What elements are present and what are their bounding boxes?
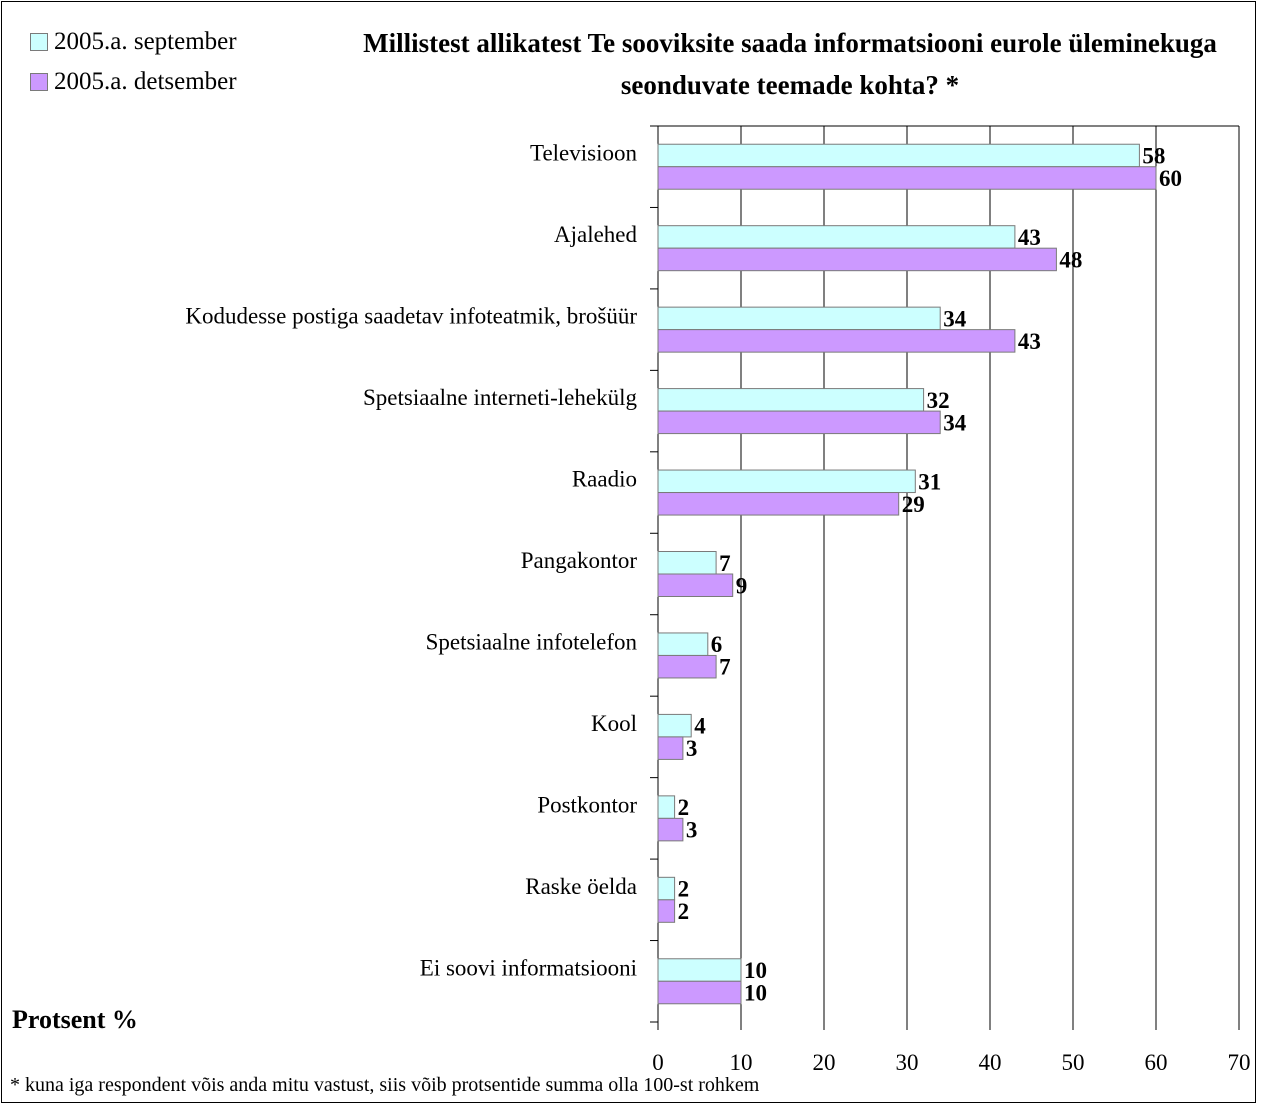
legend-label-detsember: 2005.a. detsember: [54, 68, 237, 95]
bar-detsember: [657, 166, 1157, 190]
footnote: * kuna iga respondent võis anda mitu vas…: [10, 1074, 760, 1096]
category-label: Ajalehed: [554, 222, 638, 247]
x-tick-label: 0: [652, 1050, 664, 1075]
data-label-detsember: 3: [686, 818, 698, 843]
data-label-detsember: 2: [678, 899, 690, 924]
data-label-september: 2: [678, 795, 690, 820]
bar-detsember: [657, 980, 742, 1005]
bar-detsember: [657, 247, 1057, 272]
bar-september: [657, 469, 916, 494]
data-label-september: 10: [744, 958, 767, 983]
category-label: Kodudesse postiga saadetav infoteatmik, …: [185, 304, 637, 329]
x-tick-label: 30: [896, 1050, 919, 1075]
bar-detsember: [657, 654, 717, 679]
data-label-september: 31: [918, 469, 941, 494]
data-label-detsember: 9: [736, 573, 748, 598]
bar-september: [657, 388, 925, 412]
category-label: Raadio: [572, 467, 637, 492]
axis-label: Protsent %: [12, 1005, 138, 1034]
bar-detsember: [657, 410, 941, 435]
data-label-detsember: 29: [902, 492, 925, 517]
bar-september: [657, 306, 941, 331]
legend-item-detsember: 2005.a. detsember: [30, 62, 237, 102]
category-label: Kool: [591, 711, 637, 736]
legend-swatch-detsember: [30, 73, 48, 91]
data-label-september: 2: [678, 877, 690, 902]
data-label-september: 6: [711, 632, 723, 657]
bar-september: [657, 551, 717, 575]
bar-detsember: [657, 573, 734, 597]
legend: 2005.a. september 2005.a. detsember: [30, 22, 237, 102]
chart-title: Millistest allikatest Te sooviksite saad…: [363, 28, 1217, 100]
x-tick-label: 20: [813, 1050, 836, 1075]
category-label: Pangakontor: [521, 548, 638, 573]
data-label-september: 7: [719, 551, 731, 576]
data-label-september: 32: [927, 388, 950, 413]
data-label-september: 34: [943, 306, 967, 331]
data-label-september: 4: [694, 714, 706, 739]
x-tick-label: 50: [1062, 1050, 1085, 1075]
x-tick-label: 40: [979, 1050, 1002, 1075]
bar-september: [657, 225, 1016, 249]
data-label-detsember: 3: [686, 736, 698, 761]
bar-september: [657, 958, 742, 982]
data-label-september: 43: [1018, 225, 1041, 250]
legend-swatch-september: [30, 33, 48, 51]
bar-september: [657, 713, 692, 738]
bar-detsember: [657, 736, 684, 760]
data-label-detsember: 10: [744, 981, 767, 1006]
bar-detsember: [657, 492, 900, 516]
category-label: Spetsiaalne interneti-lehekülg: [363, 385, 637, 410]
legend-label-september: 2005.a. september: [54, 28, 237, 55]
category-label: Postkontor: [537, 792, 637, 817]
x-tick-label: 60: [1145, 1050, 1168, 1075]
data-label-september: 58: [1142, 143, 1165, 168]
category-label: Ei soovi informatsiooni: [420, 955, 637, 980]
data-label-detsember: 34: [943, 410, 967, 435]
bar-september: [657, 143, 1140, 168]
data-label-detsember: 48: [1059, 247, 1082, 272]
bar-detsember: [657, 899, 676, 923]
data-label-detsember: 60: [1159, 166, 1182, 191]
x-tick-label: 10: [730, 1050, 753, 1075]
bar-detsember: [657, 329, 1016, 353]
data-label-detsember: 7: [719, 655, 731, 680]
bar-september: [657, 876, 676, 901]
bar-detsember: [657, 817, 684, 842]
data-label-detsember: 43: [1018, 329, 1041, 354]
legend-item-september: 2005.a. september: [30, 22, 237, 62]
bar-september: [657, 795, 676, 819]
category-label: Televisioon: [530, 141, 637, 166]
category-label: Spetsiaalne infotelefon: [426, 629, 638, 654]
x-tick-label: 70: [1228, 1050, 1251, 1075]
category-label: Raske öelda: [525, 874, 637, 899]
bar-september: [657, 632, 709, 656]
